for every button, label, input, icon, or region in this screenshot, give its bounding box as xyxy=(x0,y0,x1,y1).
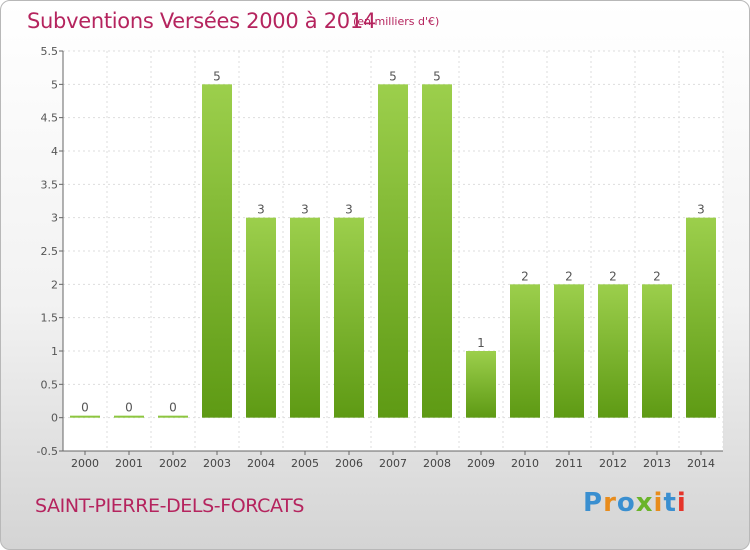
y-tick-label: 5 xyxy=(51,78,58,91)
bar-value-label: 5 xyxy=(433,69,441,83)
y-tick-label: 4.5 xyxy=(41,112,59,125)
bar-value-label: 2 xyxy=(609,269,617,283)
y-tick-label: 2 xyxy=(51,278,58,291)
y-tick-label: 3 xyxy=(51,212,58,225)
bar xyxy=(642,284,672,418)
y-tick-label: 3.5 xyxy=(41,178,59,191)
x-tick-label: 2013 xyxy=(643,457,671,470)
bar xyxy=(422,84,452,418)
x-tick-label: 2000 xyxy=(71,457,99,470)
bar xyxy=(334,217,364,418)
bar xyxy=(686,217,716,418)
chart-title: Subventions Versées 2000 à 2014 xyxy=(27,9,376,33)
bar-value-label: 3 xyxy=(301,203,309,217)
bar xyxy=(114,415,144,418)
logo-letter: i xyxy=(676,488,687,518)
bar xyxy=(202,84,232,418)
bar xyxy=(158,415,188,418)
proxiti-logo: Proxiti xyxy=(583,488,687,518)
x-tick-label: 2006 xyxy=(335,457,363,470)
bar-value-label: 1 xyxy=(477,336,485,350)
x-tick-label: 2009 xyxy=(467,457,495,470)
bar-value-label: 2 xyxy=(653,269,661,283)
bar xyxy=(510,284,540,418)
x-tick-label: 2010 xyxy=(511,457,539,470)
bar-value-label: 0 xyxy=(81,401,89,415)
y-tick-label: 2.5 xyxy=(41,245,59,258)
x-tick-label: 2014 xyxy=(687,457,715,470)
x-tick-label: 2002 xyxy=(159,457,187,470)
x-tick-label: 2005 xyxy=(291,457,319,470)
commune-name: SAINT-PIERRE-DELS-FORCATS xyxy=(35,495,305,517)
x-tick-label: 2007 xyxy=(379,457,407,470)
y-tick-label: 1 xyxy=(51,345,58,358)
bar xyxy=(378,84,408,418)
bar-value-label: 0 xyxy=(125,401,133,415)
y-tick-label: 4 xyxy=(51,145,58,158)
logo-letter: t xyxy=(663,488,677,518)
x-tick-label: 2001 xyxy=(115,457,143,470)
bar xyxy=(554,284,584,418)
logo-letter: P xyxy=(583,488,604,518)
bar xyxy=(466,351,496,418)
x-tick-label: 2003 xyxy=(203,457,231,470)
x-tick-label: 2004 xyxy=(247,457,275,470)
x-tick-label: 2008 xyxy=(423,457,451,470)
bar xyxy=(70,415,100,418)
logo-letter: r xyxy=(603,488,617,518)
bar-value-label: 2 xyxy=(565,269,573,283)
logo-letter: i xyxy=(653,488,664,518)
bar xyxy=(290,217,320,418)
y-tick-label: 5.5 xyxy=(41,45,59,58)
y-tick-label: 1.5 xyxy=(41,312,59,325)
bar xyxy=(598,284,628,418)
bar-value-label: 0 xyxy=(169,401,177,415)
logo-letter: x xyxy=(635,488,654,518)
y-tick-label: 0.5 xyxy=(41,378,59,391)
bar xyxy=(246,217,276,418)
bar-value-label: 5 xyxy=(389,69,397,83)
y-tick-label: -0.5 xyxy=(37,445,58,458)
bar-value-label: 3 xyxy=(257,203,265,217)
bar-value-label: 3 xyxy=(345,203,353,217)
y-tick-label: 0 xyxy=(51,412,58,425)
x-tick-label: 2012 xyxy=(599,457,627,470)
bar-value-label: 2 xyxy=(521,269,529,283)
chart-unit-label: (en milliers d'€) xyxy=(353,15,440,28)
bar-value-label: 3 xyxy=(697,203,705,217)
bar-value-label: 5 xyxy=(213,69,221,83)
logo-letter: o xyxy=(616,488,636,518)
x-tick-label: 2011 xyxy=(555,457,583,470)
